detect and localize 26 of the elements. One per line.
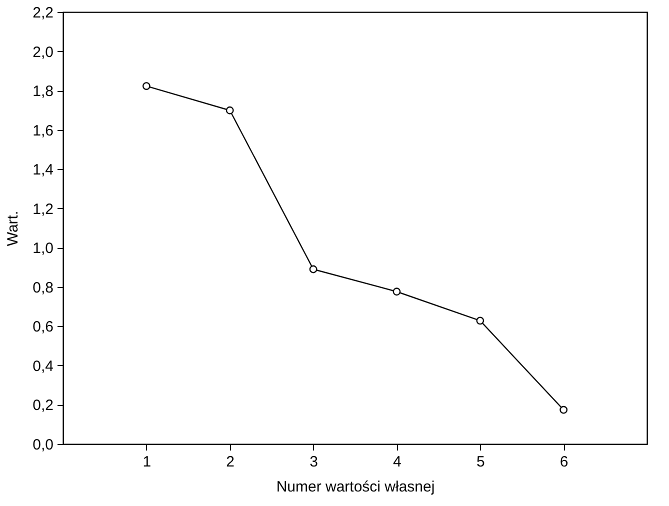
y-tick-label: 0,6 bbox=[32, 318, 54, 336]
y-tick-label: 0,0 bbox=[32, 436, 54, 454]
y-tick-label: 0,8 bbox=[32, 279, 54, 296]
y-tick-label: 1,6 bbox=[32, 122, 54, 140]
x-axis-title: Numer wartości własnej bbox=[276, 478, 435, 496]
point bbox=[392, 288, 401, 296]
y-tick-label: 1,8 bbox=[32, 83, 54, 100]
point bbox=[476, 316, 484, 325]
y-tick-label: 2,0 bbox=[32, 44, 54, 61]
point bbox=[309, 265, 318, 274]
point bbox=[142, 82, 150, 90]
x-tick-label: 2 bbox=[226, 454, 235, 470]
y-tick-label: 0,4 bbox=[32, 358, 54, 375]
y-tick-label: 1,4 bbox=[32, 162, 54, 179]
y-tick-label: 2,2 bbox=[32, 4, 54, 22]
y-tick-label: 1,2 bbox=[32, 200, 54, 218]
x-tick-label: 4 bbox=[393, 454, 402, 470]
y-tick-label: 0,2 bbox=[32, 397, 54, 414]
x-tick-label: 1 bbox=[142, 454, 152, 470]
point bbox=[560, 406, 568, 414]
x-tick-label: 6 bbox=[560, 454, 568, 470]
point bbox=[226, 106, 234, 114]
x-tick-label: 3 bbox=[310, 454, 318, 470]
y-tick-label: 1,0 bbox=[32, 240, 54, 258]
x-tick-label: 5 bbox=[476, 454, 485, 470]
y-axis-title: Wart. bbox=[4, 210, 22, 246]
